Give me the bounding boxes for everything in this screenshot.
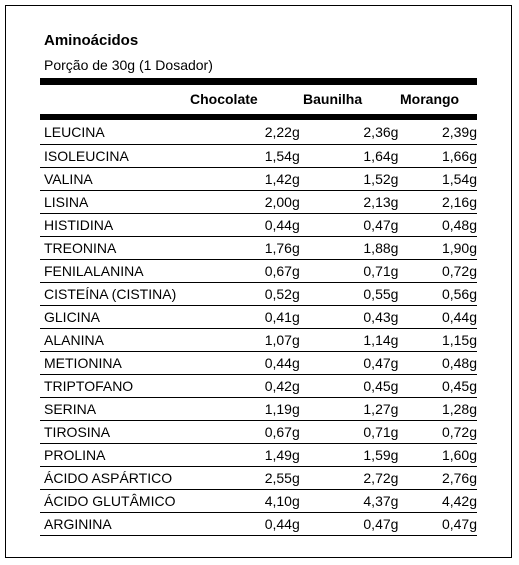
value-baunilha: 1,27g	[299, 397, 399, 421]
amino-acid-name: TRIPTOFANO	[40, 374, 212, 398]
value-chocolate: 0,52g	[211, 282, 300, 306]
amino-acid-name: TREONINA	[40, 236, 212, 260]
table-row: ISOLEUCINA 1,54g 1,64g 1,66g	[40, 144, 477, 168]
amino-acid-name: GLICINA	[40, 305, 212, 329]
value-morango: 1,15g	[398, 328, 477, 352]
value-chocolate: 0,41g	[211, 305, 300, 329]
value-baunilha: 0,71g	[299, 259, 399, 283]
value-chocolate: 0,67g	[211, 259, 300, 283]
table-row: SERINA 1,19g 1,27g 1,28g	[40, 397, 477, 421]
value-morango: 0,47g	[398, 512, 477, 536]
value-baunilha: 2,72g	[299, 466, 399, 490]
table-row: ÁCIDO GLUTÂMICO 4,10g 4,37g 4,42g	[40, 489, 477, 513]
value-morango: 0,44g	[398, 305, 477, 329]
value-baunilha: 0,43g	[299, 305, 399, 329]
value-baunilha: 0,47g	[299, 213, 399, 237]
value-baunilha: 0,45g	[299, 374, 399, 398]
value-baunilha: 0,71g	[299, 420, 399, 444]
amino-acid-name: PROLINA	[40, 443, 212, 467]
table-row: VALINA 1,42g 1,52g 1,54g	[40, 167, 477, 191]
value-chocolate: 1,54g	[211, 144, 300, 168]
amino-acid-name: FENILALANINA	[40, 259, 212, 283]
column-header-chocolate: Chocolate	[190, 91, 258, 107]
value-chocolate: 2,55g	[211, 466, 300, 490]
table-row: METIONINA 0,44g 0,47g 0,48g	[40, 351, 477, 375]
value-chocolate: 4,10g	[211, 489, 300, 513]
column-header-morango: Morango	[400, 91, 460, 107]
table-row: TRIPTOFANO 0,42g 0,45g 0,45g	[40, 374, 477, 398]
value-chocolate: 2,00g	[211, 190, 300, 214]
value-baunilha: 0,47g	[299, 512, 399, 536]
value-chocolate: 2,22g	[211, 121, 300, 145]
amino-acid-name: SERINA	[40, 397, 212, 421]
value-chocolate: 1,76g	[211, 236, 300, 260]
value-morango: 0,72g	[398, 420, 477, 444]
value-baunilha: 4,37g	[299, 489, 399, 513]
value-morango: 0,56g	[398, 282, 477, 306]
amino-acid-name: ÁCIDO GLUTÂMICO	[40, 489, 212, 513]
value-morango: 1,90g	[398, 236, 477, 260]
amino-acid-name: CISTEÍNA (CISTINA)	[40, 282, 212, 306]
table-row: PROLINA 1,49g 1,59g 1,60g	[40, 443, 477, 467]
value-morango: 2,76g	[398, 466, 477, 490]
table-title: Aminoácidos	[44, 32, 139, 49]
value-baunilha: 0,55g	[299, 282, 399, 306]
table-row: LEUCINA 2,22g 2,36g 2,39g	[40, 121, 477, 145]
value-baunilha: 2,13g	[299, 190, 399, 214]
table-row: FENILALANINA 0,67g 0,71g 0,72g	[40, 259, 477, 283]
amino-acid-name: LISINA	[40, 190, 212, 214]
amino-acid-name: ARGININA	[40, 512, 212, 536]
value-morango: 1,66g	[398, 144, 477, 168]
value-morango: 0,72g	[398, 259, 477, 283]
table-row: LISINA 2,00g 2,13g 2,16g	[40, 190, 477, 214]
value-chocolate: 1,19g	[211, 397, 300, 421]
value-chocolate: 0,44g	[211, 213, 300, 237]
value-morango: 2,16g	[398, 190, 477, 214]
top-divider	[40, 78, 477, 85]
table-row: CISTEÍNA (CISTINA) 0,52g 0,55g 0,56g	[40, 282, 477, 306]
nutrition-table-frame	[5, 5, 512, 558]
value-morango: 1,54g	[398, 167, 477, 191]
value-morango: 0,45g	[398, 374, 477, 398]
header-divider	[40, 114, 477, 120]
amino-acid-name: METIONINA	[40, 351, 212, 375]
value-baunilha: 0,47g	[299, 351, 399, 375]
amino-acid-name: ALANINA	[40, 328, 212, 352]
value-baunilha: 1,52g	[299, 167, 399, 191]
amino-acid-name: ISOLEUCINA	[40, 144, 212, 168]
value-morango: 2,39g	[398, 121, 477, 145]
amino-acid-name: ÁCIDO ASPÁRTICO	[40, 466, 212, 490]
value-morango: 1,60g	[398, 443, 477, 467]
table-row: GLICINA 0,41g 0,43g 0,44g	[40, 305, 477, 329]
value-morango: 0,48g	[398, 213, 477, 237]
table-row: TREONINA 1,76g 1,88g 1,90g	[40, 236, 477, 260]
value-baunilha: 1,88g	[299, 236, 399, 260]
table-row: TIROSINA 0,67g 0,71g 0,72g	[40, 420, 477, 444]
table-row: HISTIDINA 0,44g 0,47g 0,48g	[40, 213, 477, 237]
table-row: ARGININA 0,44g 0,47g 0,47g	[40, 512, 477, 536]
value-chocolate: 1,49g	[211, 443, 300, 467]
serving-size: Porção de 30g (1 Dosador)	[44, 57, 213, 73]
value-baunilha: 2,36g	[299, 121, 399, 145]
value-chocolate: 0,44g	[211, 351, 300, 375]
amino-acid-name: VALINA	[40, 167, 212, 191]
value-baunilha: 1,64g	[299, 144, 399, 168]
amino-acid-name: TIROSINA	[40, 420, 212, 444]
value-chocolate: 0,44g	[211, 512, 300, 536]
value-baunilha: 1,14g	[299, 328, 399, 352]
column-header-baunilha: Baunilha	[303, 91, 363, 107]
value-chocolate: 0,67g	[211, 420, 300, 444]
value-morango: 1,28g	[398, 397, 477, 421]
value-morango: 0,48g	[398, 351, 477, 375]
value-chocolate: 0,42g	[211, 374, 300, 398]
amino-acid-table: LEUCINA 2,22g 2,36g 2,39g ISOLEUCINA 1,54g 1,6…	[40, 121, 477, 536]
table-row: ÁCIDO ASPÁRTICO 2,55g 2,72g 2,76g	[40, 466, 477, 490]
amino-acid-name: HISTIDINA	[40, 213, 212, 237]
amino-acid-name: LEUCINA	[40, 121, 212, 145]
value-chocolate: 1,42g	[211, 167, 300, 191]
value-morango: 4,42g	[398, 489, 477, 513]
table-row: ALANINA 1,07g 1,14g 1,15g	[40, 328, 477, 352]
value-chocolate: 1,07g	[211, 328, 300, 352]
value-baunilha: 1,59g	[299, 443, 399, 467]
